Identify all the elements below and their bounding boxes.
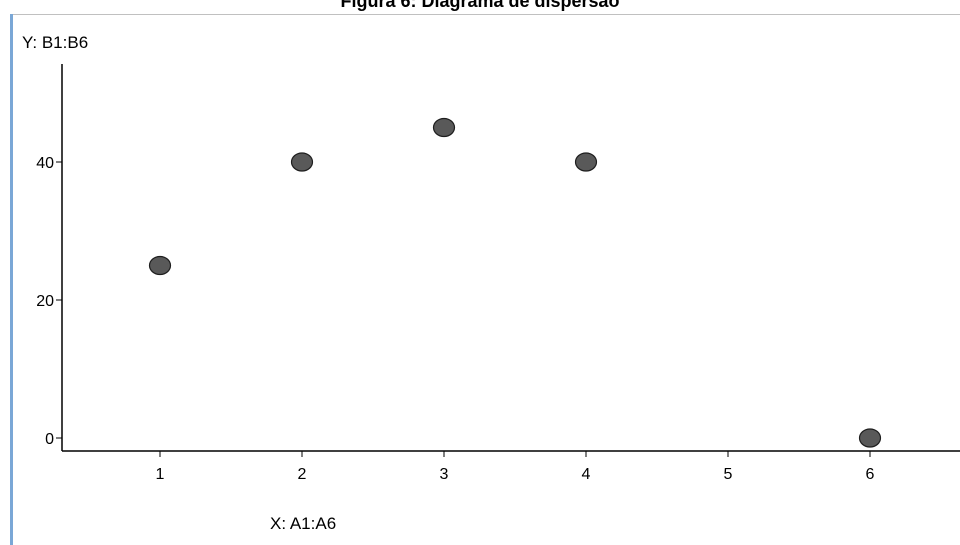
- data-point-4: [574, 152, 598, 172]
- y-tick-label-40: 40: [36, 155, 54, 172]
- x-tick-label-1: 1: [156, 466, 165, 483]
- y-tick-label-0: 0: [45, 431, 54, 448]
- data-point-2: [290, 152, 314, 172]
- data-point-5: [858, 428, 882, 448]
- x-tick-label-3: 3: [440, 466, 449, 483]
- y-axis-label: Y: B1:B6: [22, 33, 89, 52]
- x-axis-label: X: A1:A6: [270, 514, 337, 533]
- data-point-3: [432, 117, 456, 138]
- x-tick-label-6: 6: [866, 466, 875, 483]
- x-tick-label-4: 4: [582, 466, 591, 483]
- y-tick-label-20: 20: [36, 293, 54, 310]
- graphics-view-left-border: [10, 14, 13, 545]
- x-tick-label-2: 2: [298, 466, 307, 483]
- chart-title: Figura 6: Diagrama de dispersão: [340, 0, 620, 11]
- x-tick-label-5: 5: [724, 466, 733, 483]
- data-point-1: [148, 255, 172, 276]
- graphics-view-top-border: [10, 14, 960, 15]
